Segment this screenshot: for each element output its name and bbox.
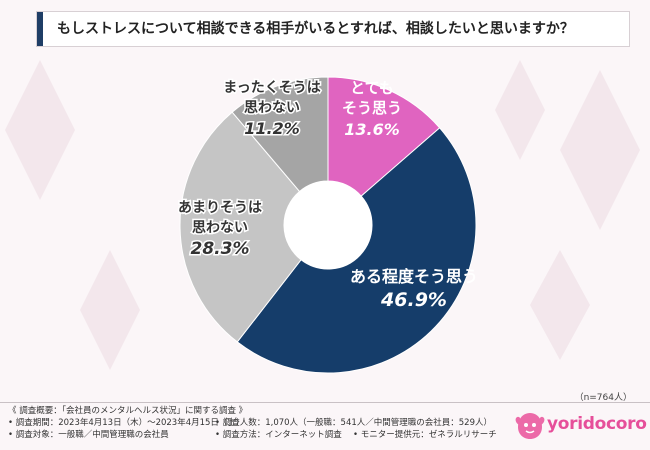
brand-mascot-icon <box>515 413 545 439</box>
slice-label: とても <box>350 79 394 97</box>
slice-label: そう思う <box>342 99 402 117</box>
survey-respondents: • 調査人数：1,070人（一般職：541人／中間管理職の会社員：529人） <box>215 418 492 428</box>
slice-label: 思わない <box>244 100 300 116</box>
brand-logo-text: yoridocoro <box>547 414 647 434</box>
title-box: もしストレスについて相談できる相手がいるとすれば、相談したいと思いますか？ <box>36 11 630 47</box>
page-title: もしストレスについて相談できる相手がいるとすれば、相談したいと思いますか？ <box>57 21 574 37</box>
slice-label: ある程度そう思う <box>350 267 478 286</box>
survey-target: • 調査対象：一般職／中間管理職の会社員 <box>8 430 169 440</box>
survey-overview-title: 《 調査概要：「会社員のメンタルヘルス状況」に関する調査 》 <box>8 406 248 416</box>
survey-provider: • モニター提供元：ゼネラルリサーチ <box>353 430 497 440</box>
title-accent-bar <box>37 12 43 46</box>
survey-method: • 調査方法：インターネット調査 <box>215 430 342 440</box>
sample-size-note: （n=764人） <box>574 393 632 403</box>
slice-value-label: 28.3% <box>191 239 250 259</box>
donut-hole <box>284 181 372 269</box>
slice-label: あまりそうは <box>178 200 262 216</box>
slice-value-label: 46.9% <box>380 289 447 311</box>
brand-logo: yoridocoro <box>515 408 647 442</box>
slice-value-label: 13.6% <box>344 120 400 139</box>
footer-divider <box>0 402 650 403</box>
slice-value-label: 11.2% <box>244 119 300 138</box>
slice-label-group: ある程度そう思う 46.9% <box>350 267 478 311</box>
slice-label: 思わない <box>192 220 248 236</box>
slice-label: まったくそうは <box>223 80 320 96</box>
survey-period: • 調査期間：2023年4月13日（木）～2023年4月15日（土） <box>8 418 245 428</box>
